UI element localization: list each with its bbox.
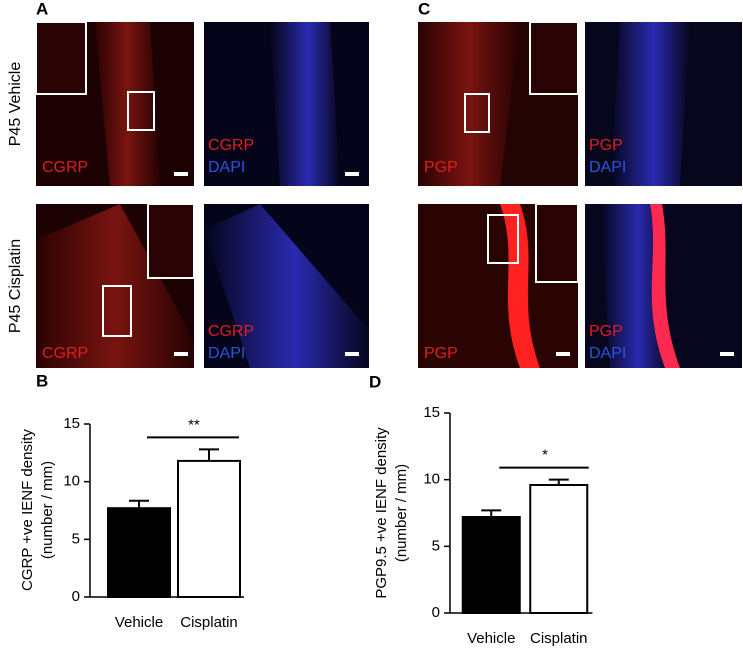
significance-label: * [542, 447, 548, 464]
image-label: DAPI [208, 159, 245, 176]
y-tick-label: 10 [423, 471, 440, 488]
micrograph: CGRP [36, 203, 195, 368]
y-tick-label: 5 [72, 530, 80, 547]
y-tick-label: 10 [63, 473, 80, 490]
micrograph: PGP [418, 21, 579, 186]
significance-label: ** [188, 416, 200, 433]
y-tick-label: 0 [72, 588, 80, 605]
micrograph: CGRP DAPI [204, 22, 369, 186]
y-axis-label: CGRP +ve IENF density [19, 429, 36, 591]
image-label: CGRP [208, 323, 254, 340]
image-label: CGRP [208, 137, 254, 154]
y-axis-label: PGP9.5 +ve IENF density [373, 427, 390, 599]
micrograph: PGP DAPI [585, 204, 742, 368]
bar [461, 516, 521, 614]
x-tick-label: Vehicle [467, 630, 515, 647]
image-label: CGRP [42, 159, 88, 176]
image-label: PGP [424, 345, 458, 362]
x-tick-label: Vehicle [115, 614, 163, 631]
row-label: P45 Vehicle [7, 62, 24, 147]
image-label: PGP [589, 323, 623, 340]
image-label: DAPI [589, 345, 626, 362]
panel-label: D [369, 372, 381, 391]
y-axis-label: (number / mm) [393, 464, 410, 562]
image-label: CGRP [42, 345, 88, 362]
bar [529, 484, 589, 614]
micrograph: PGP [418, 203, 579, 368]
panel-label: B [36, 371, 48, 390]
image-label: PGP [589, 137, 623, 154]
y-tick-label: 0 [432, 604, 440, 621]
micrograph: CGRP DAPI [204, 204, 369, 368]
y-tick-label: 15 [63, 415, 80, 432]
micrograph: PGP DAPI [585, 22, 742, 186]
y-tick-label: 15 [423, 404, 440, 421]
panel-label: A [36, 0, 48, 18]
x-tick-label: Cisplatin [180, 614, 238, 631]
image-label: DAPI [589, 159, 626, 176]
bar [107, 507, 171, 598]
micrograph: CGRP [35, 21, 194, 186]
x-tick-label: Cisplatin [530, 630, 588, 647]
image-label: DAPI [208, 345, 245, 362]
y-tick-label: 5 [432, 537, 440, 554]
panel-label: C [418, 0, 430, 18]
image-label: PGP [424, 159, 458, 176]
row-label: P45 Cisplatin [7, 239, 24, 333]
y-axis-label: (number / mm) [39, 461, 56, 559]
bar [177, 459, 241, 599]
